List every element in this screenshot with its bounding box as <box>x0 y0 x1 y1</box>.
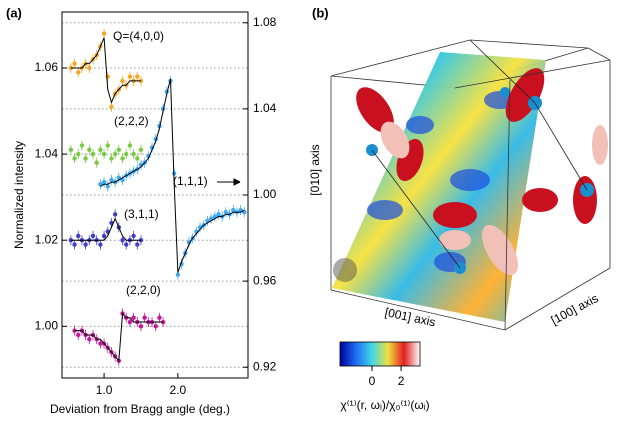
data-point <box>124 151 129 157</box>
axis-label: [100] axis <box>549 291 601 327</box>
data-point <box>76 151 81 157</box>
colorbar-label: χ⁽¹⁾(r, ωᵢ)/χ₀⁽¹⁾(ωᵢ) <box>340 398 429 412</box>
data-point <box>101 233 107 239</box>
data-point <box>112 151 118 157</box>
data-point <box>101 179 107 185</box>
data-point <box>138 147 144 152</box>
data-point <box>131 233 136 239</box>
data-point <box>83 242 88 247</box>
panel-label: (b) <box>312 5 329 20</box>
y-tick-label: 1.04 <box>35 146 59 160</box>
axis-arrow <box>217 178 241 186</box>
data-point <box>116 147 122 152</box>
data-point <box>94 160 99 165</box>
data-point <box>87 337 92 342</box>
series-label: (1,1,1) <box>173 174 208 188</box>
data-point <box>109 104 114 109</box>
plot-a: 1.00 1.02 1.04 1.06 0.92 0.96 1.00 1.04 1.08 1.0 2… <box>12 11 277 416</box>
data-point <box>135 156 140 161</box>
x-tick-label: 1.0 <box>96 383 113 397</box>
fit-line <box>70 217 141 241</box>
data-point <box>120 156 125 161</box>
y2-tick-label: 0.92 <box>253 359 277 373</box>
data-point <box>124 242 129 247</box>
data-point <box>98 242 103 247</box>
colorbar <box>339 341 421 367</box>
axis-label: [010] axis <box>308 144 322 195</box>
data-point <box>175 272 181 277</box>
data-point <box>98 341 103 346</box>
data-point <box>109 156 114 161</box>
data-point <box>109 177 114 183</box>
x-axis-label: Deviation from Bragg angle (deg.) <box>50 402 230 416</box>
data-point <box>131 315 136 320</box>
data-point <box>127 143 133 148</box>
y2-tick-label: 1.08 <box>253 15 277 29</box>
data-point <box>101 151 107 157</box>
series-label: (2,2,2) <box>114 114 149 128</box>
data-point <box>90 233 96 239</box>
fit-line <box>100 78 245 273</box>
y2-tick-label: 0.96 <box>253 273 277 287</box>
plot-frame <box>61 11 249 379</box>
data-point <box>157 315 162 320</box>
render-3d <box>330 39 611 331</box>
data-point <box>120 238 125 243</box>
data-point <box>72 242 77 247</box>
y2-tick-label: 1.00 <box>253 187 277 201</box>
data-point <box>76 332 81 338</box>
data-point <box>98 147 103 152</box>
series-label: (2,2,0) <box>126 283 161 297</box>
data-point <box>101 31 107 36</box>
data-point <box>223 210 229 215</box>
y-axis-label: Normalized intensity <box>12 141 26 249</box>
y-tick-label: 1.06 <box>35 60 59 74</box>
data-point <box>68 147 74 152</box>
y-tick-label: 1.02 <box>35 232 59 246</box>
data-point <box>135 74 140 79</box>
fit-line <box>74 312 164 363</box>
data-point <box>127 74 133 79</box>
series-label: (3,1,1) <box>124 207 159 221</box>
data-point <box>153 324 158 329</box>
data-point <box>76 233 81 239</box>
data-point <box>131 151 136 157</box>
data-point <box>90 151 96 157</box>
data-point <box>105 74 110 79</box>
colorbar-tick-label: 2 <box>398 374 405 388</box>
data-point <box>216 212 221 217</box>
data-point <box>105 143 110 148</box>
data-point <box>120 78 125 84</box>
series-label: Q=(4,0,0) <box>113 29 164 43</box>
panel-label: (a) <box>6 5 22 20</box>
y2-tick-label: 1.04 <box>253 101 277 115</box>
fit-line <box>70 37 141 104</box>
data-point <box>79 143 85 148</box>
x-tick-label: 2.0 <box>170 383 187 397</box>
data-point <box>135 242 140 247</box>
colorbar-tick-label: 0 <box>369 374 376 388</box>
data-point <box>142 315 147 320</box>
data-point <box>127 319 133 325</box>
data-point <box>72 156 77 161</box>
data-point <box>138 324 144 329</box>
data-point <box>105 184 110 189</box>
data-point <box>87 147 92 152</box>
axis-label: [001] axis <box>384 305 437 329</box>
data-point <box>76 70 81 75</box>
data-point <box>72 61 77 66</box>
data-point <box>87 65 92 71</box>
data-point <box>112 212 118 217</box>
data-point <box>83 156 88 161</box>
y-tick-label: 1.00 <box>35 319 59 333</box>
data-point <box>231 207 236 213</box>
